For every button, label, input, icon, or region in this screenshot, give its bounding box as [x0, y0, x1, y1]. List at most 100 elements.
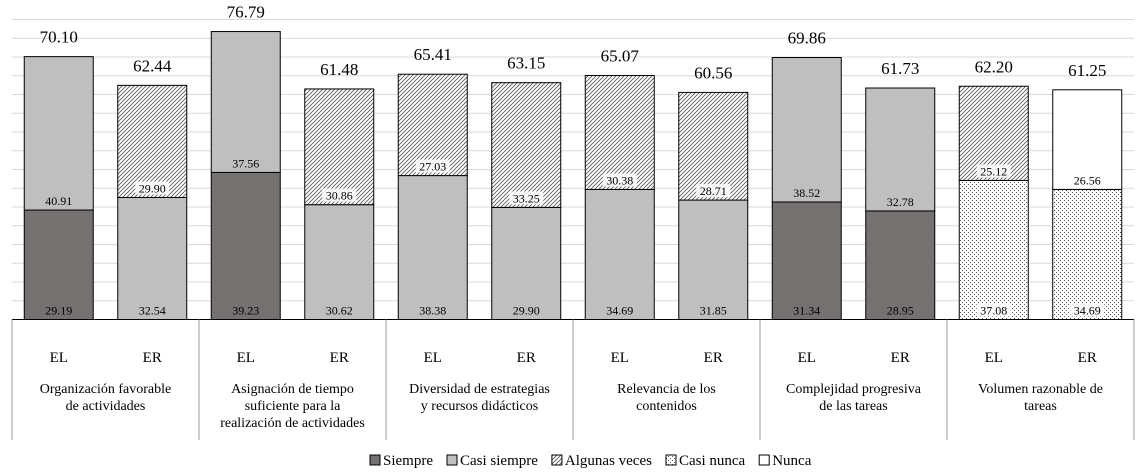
data-label: 28.71 [700, 184, 727, 198]
legend-swatch-algunas-veces [551, 454, 563, 466]
total-label: 70.10 [40, 28, 78, 47]
total-label: 63.15 [507, 54, 545, 73]
data-label-background [509, 191, 544, 205]
data-label: 33.25 [513, 191, 540, 205]
category-label: y recursos didácticos [421, 399, 538, 414]
data-label: 29.90 [139, 181, 166, 195]
total-label: 61.73 [881, 59, 919, 78]
category-label: Complejidad progresiva [786, 382, 922, 397]
bar-segment-casi-siempre [771, 57, 842, 203]
tick-label: ER [143, 350, 162, 366]
data-label: 37.56 [232, 156, 259, 170]
total-label: 61.25 [1068, 61, 1106, 80]
tick-label: EL [798, 350, 816, 366]
legend-label-siempre: Siempre [383, 453, 433, 469]
tick-label: ER [517, 350, 536, 366]
bar-segment-algunas-veces [584, 74, 655, 190]
bar-segment-casi-siempre [865, 87, 936, 212]
category-label: contenidos [636, 399, 697, 414]
total-label: 60.56 [694, 63, 732, 82]
data-label-background [135, 181, 170, 195]
legend-swatch-siempre [369, 454, 381, 466]
bar-segment-casi-siempre [584, 188, 655, 320]
data-label: 27.03 [419, 160, 446, 174]
tick-label: ER [891, 350, 910, 366]
total-label: 65.07 [601, 46, 640, 65]
category-label: Organización favorable [40, 382, 172, 397]
bar-segment-algunas-veces [491, 82, 562, 208]
tick-label: ER [704, 350, 723, 366]
total-label: 62.44 [133, 56, 172, 75]
data-label: 38.38 [419, 304, 446, 318]
bar-segment-algunas-veces [117, 84, 188, 198]
bar-segment-nunca [1052, 89, 1123, 190]
data-label-background [602, 173, 637, 187]
legend-swatch-casi-nunca [665, 454, 677, 466]
data-label: 28.95 [887, 304, 914, 318]
total-label: 61.48 [320, 60, 358, 79]
gridlines [12, 19, 1134, 302]
data-label: 32.78 [887, 195, 914, 209]
data-label-background [696, 184, 731, 198]
category-label: realización de actividades [220, 416, 365, 431]
bar-segment-algunas-veces [397, 73, 468, 177]
bar-segment-algunas-veces [304, 88, 375, 206]
data-label: 38.52 [793, 186, 820, 200]
category-label: Relevancia de los [617, 382, 716, 397]
data-label: 30.62 [326, 304, 353, 318]
bar-segment-casi-siempre [397, 175, 468, 320]
bar-segment-casi-siempre [491, 206, 562, 320]
bar-segment-casi-siempre [210, 31, 281, 173]
tick-label: ER [1078, 350, 1097, 366]
tick-label: EL [985, 350, 1003, 366]
data-label: 29.90 [513, 304, 540, 318]
data-label: 29.19 [45, 304, 72, 318]
data-labels: 29.19 40.91 70.10 EL 32.54 29.90 62.44 ER 39.23 3… [40, 3, 1107, 366]
data-label: 40.91 [45, 194, 72, 208]
data-label: 31.34 [793, 304, 820, 318]
tick-label: EL [237, 350, 255, 366]
total-label: 69.86 [788, 29, 826, 48]
legend-swatch-casi-siempre [446, 454, 458, 466]
bar-segment-algunas-veces [678, 91, 749, 201]
data-label: 30.38 [606, 173, 633, 187]
legend-label-casi-siempre: Casi siempre [460, 453, 538, 469]
data-label: 34.69 [606, 304, 633, 318]
bar-segment-siempre [771, 201, 842, 321]
tick-label: ER [330, 350, 349, 366]
category-label: Diversidad de estrategias [409, 382, 550, 397]
tick-label: EL [611, 350, 629, 366]
data-label: 26.56 [1074, 173, 1101, 187]
data-label: 30.86 [326, 189, 353, 203]
category-axis-table: Organización favorable de actividades Asig… [11, 319, 1135, 440]
total-label: 62.20 [975, 57, 1013, 76]
data-label: 31.85 [700, 304, 727, 318]
data-label: 37.08 [980, 304, 1007, 318]
category-label: Volumen razonable de [978, 382, 1103, 397]
bar-segment-casi-nunca [958, 179, 1029, 320]
data-label-background [976, 164, 1011, 178]
bar-segment-casi-siempre [117, 196, 188, 321]
data-label: 34.69 [1074, 304, 1101, 318]
data-label-background [415, 159, 450, 173]
bar-segment-siempre [865, 210, 936, 320]
legend-label-nunca: Nunca [772, 453, 811, 469]
data-label-background [322, 188, 357, 202]
legend-label-algunas-veces: Algunas veces [565, 453, 652, 469]
bar-segment-siempre [210, 171, 281, 320]
data-label-background [976, 303, 1011, 317]
category-label: de las tareas [819, 399, 887, 414]
data-label-background [1070, 303, 1105, 317]
bar-segment-casi-siempre [678, 199, 749, 320]
data-label: 32.54 [139, 304, 166, 318]
data-label: 39.23 [232, 304, 259, 318]
category-label: de actividades [66, 399, 146, 414]
tick-label: EL [424, 350, 442, 366]
bar-segment-casi-siempre [304, 204, 375, 320]
tick-label: EL [50, 350, 68, 366]
bar-segment-casi-siempre [23, 56, 94, 211]
category-label: Asignación de tiempo [231, 382, 354, 397]
data-label: 25.12 [980, 164, 1007, 178]
category-label: tareas [1024, 399, 1057, 414]
